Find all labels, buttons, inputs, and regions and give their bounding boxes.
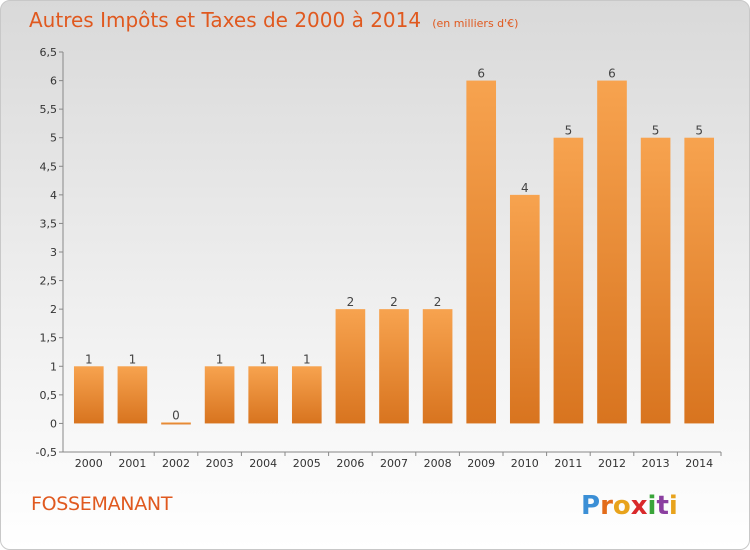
x-tick-label: 2011: [554, 457, 582, 470]
x-tick-label: 2010: [511, 457, 539, 470]
y-axis: -0,5 0 0,5 1 1,5 2 2,5 3 3,5 4 4,5 5 5,5 6 6,5: [36, 46, 64, 459]
bar-2013: [640, 137, 671, 424]
data-label-2008: 2: [434, 295, 442, 309]
y-tick-label: 2,5: [40, 275, 58, 288]
bar-2001: [117, 366, 148, 424]
y-tick-label: 6: [50, 75, 57, 88]
bar-2012: [597, 80, 627, 424]
bar-2011: [553, 137, 584, 424]
logo-letter: i: [668, 491, 678, 521]
x-tick-label: 2013: [642, 457, 670, 470]
y-tick-label: 1: [50, 360, 57, 373]
data-label-2010: 4: [521, 181, 529, 195]
data-label-2009: 6: [477, 67, 485, 81]
x-tick-label: 2014: [685, 457, 713, 470]
y-tick-label: 1,5: [40, 332, 58, 345]
bar-2014: [684, 137, 715, 424]
y-tick-label: 0: [50, 417, 57, 430]
y-tick-label: 4,5: [40, 160, 58, 173]
chart-title: Autres Impôts et Taxes de 2000 à 2014: [29, 8, 422, 32]
x-tick-label: 2007: [380, 457, 408, 470]
logo-letter: x: [630, 491, 648, 521]
bar-2006: [335, 309, 366, 424]
data-labels: 1 1 0 1 1 1 2 2 2 6 4 5 6 5 5: [85, 67, 703, 423]
data-label-2001: 1: [129, 352, 137, 366]
commune-name: FOSSEMANANT: [31, 493, 173, 515]
chart-header: Autres Impôts et Taxes de 2000 à 2014 (e…: [29, 8, 518, 32]
y-tick-label: 6,5: [40, 46, 58, 59]
x-axis: 2000 2001 2002 2003 2004 2005 2006 2007 2008 2009…: [63, 451, 722, 470]
data-label-2011: 5: [565, 124, 573, 138]
data-label-2007: 2: [390, 295, 398, 309]
y-tick-label: 0,5: [40, 389, 58, 402]
x-tick-label: 2009: [467, 457, 495, 470]
data-label-2014: 5: [695, 124, 703, 138]
bar-2007: [379, 309, 409, 424]
x-tick-label: 2002: [162, 457, 190, 470]
data-label-2013: 5: [652, 124, 660, 138]
y-tick-label: 4: [50, 189, 57, 202]
y-tick-label: 5,5: [40, 103, 58, 116]
logo-letter: P: [581, 491, 601, 521]
logo-letter: o: [612, 491, 631, 521]
data-label-2006: 2: [347, 295, 355, 309]
bar-2009: [466, 80, 497, 424]
x-tick-label: 2003: [206, 457, 234, 470]
bar-2002: [161, 422, 191, 425]
bars: [73, 80, 715, 425]
y-tick-label: 5: [50, 132, 57, 145]
y-tick-label: 2: [50, 303, 57, 316]
logo-letter: r: [600, 491, 613, 521]
bar-2010: [509, 194, 540, 424]
x-tick-label: 2006: [336, 457, 364, 470]
x-tick-label: 2012: [598, 457, 626, 470]
logo-letter: t: [656, 491, 669, 521]
x-tick-label: 2005: [293, 457, 321, 470]
logo-letter: i: [647, 491, 657, 521]
data-label-2002: 0: [172, 408, 180, 422]
x-tick-label: 2004: [249, 457, 277, 470]
proxiti-logo: Proxiti: [581, 491, 678, 521]
data-label-2012: 6: [608, 67, 616, 81]
x-tick-label: 2001: [118, 457, 146, 470]
bar-2003: [204, 366, 235, 424]
data-label-2003: 1: [216, 352, 224, 366]
x-tick-label: 2008: [424, 457, 452, 470]
y-tick-label: -0,5: [36, 446, 57, 459]
y-tick-label: 3,5: [40, 217, 58, 230]
bar-2008: [422, 309, 453, 424]
data-label-2004: 1: [259, 352, 267, 366]
y-tick-label: 3: [50, 246, 57, 259]
bar-2004: [248, 366, 279, 424]
bar-2000: [73, 366, 104, 424]
chart-subtitle: (en milliers d'€): [432, 17, 519, 30]
data-label-2000: 1: [85, 352, 93, 366]
bar-2005: [291, 366, 322, 424]
x-tick-label: 2000: [75, 457, 103, 470]
data-label-2005: 1: [303, 352, 311, 366]
